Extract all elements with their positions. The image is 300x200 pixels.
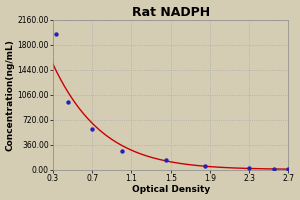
Point bbox=[164, 159, 168, 162]
Y-axis label: Concentration(ng/mL): Concentration(ng/mL) bbox=[6, 39, 15, 151]
Point bbox=[203, 164, 208, 167]
Point bbox=[247, 167, 252, 170]
Point bbox=[286, 168, 291, 171]
Title: Rat NADPH: Rat NADPH bbox=[132, 6, 210, 19]
Point bbox=[53, 33, 58, 36]
Point bbox=[90, 127, 94, 130]
Point bbox=[271, 167, 276, 171]
X-axis label: Optical Density: Optical Density bbox=[132, 185, 210, 194]
Point bbox=[119, 150, 124, 153]
Point bbox=[65, 100, 70, 103]
